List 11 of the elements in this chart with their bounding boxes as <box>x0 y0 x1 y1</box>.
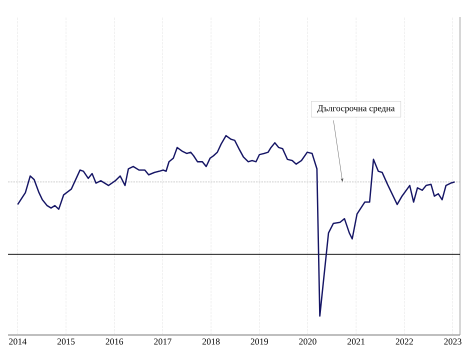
x-tick-label: 2021 <box>347 338 365 345</box>
x-tick-label: 2023 <box>444 338 462 345</box>
x-tick-label: 2020 <box>299 338 316 345</box>
x-tick-label: 2015 <box>57 338 75 345</box>
x-tick-label: 2018 <box>202 338 220 345</box>
ref-line-label: Дългосрочна средна <box>317 105 395 114</box>
x-tick-label: 2014 <box>9 338 27 345</box>
x-tick-label: 2019 <box>250 338 268 345</box>
x-tick-label: 2022 <box>396 338 413 345</box>
x-tick-label: 2016 <box>106 338 124 345</box>
x-tick-label: 2017 <box>154 338 172 345</box>
